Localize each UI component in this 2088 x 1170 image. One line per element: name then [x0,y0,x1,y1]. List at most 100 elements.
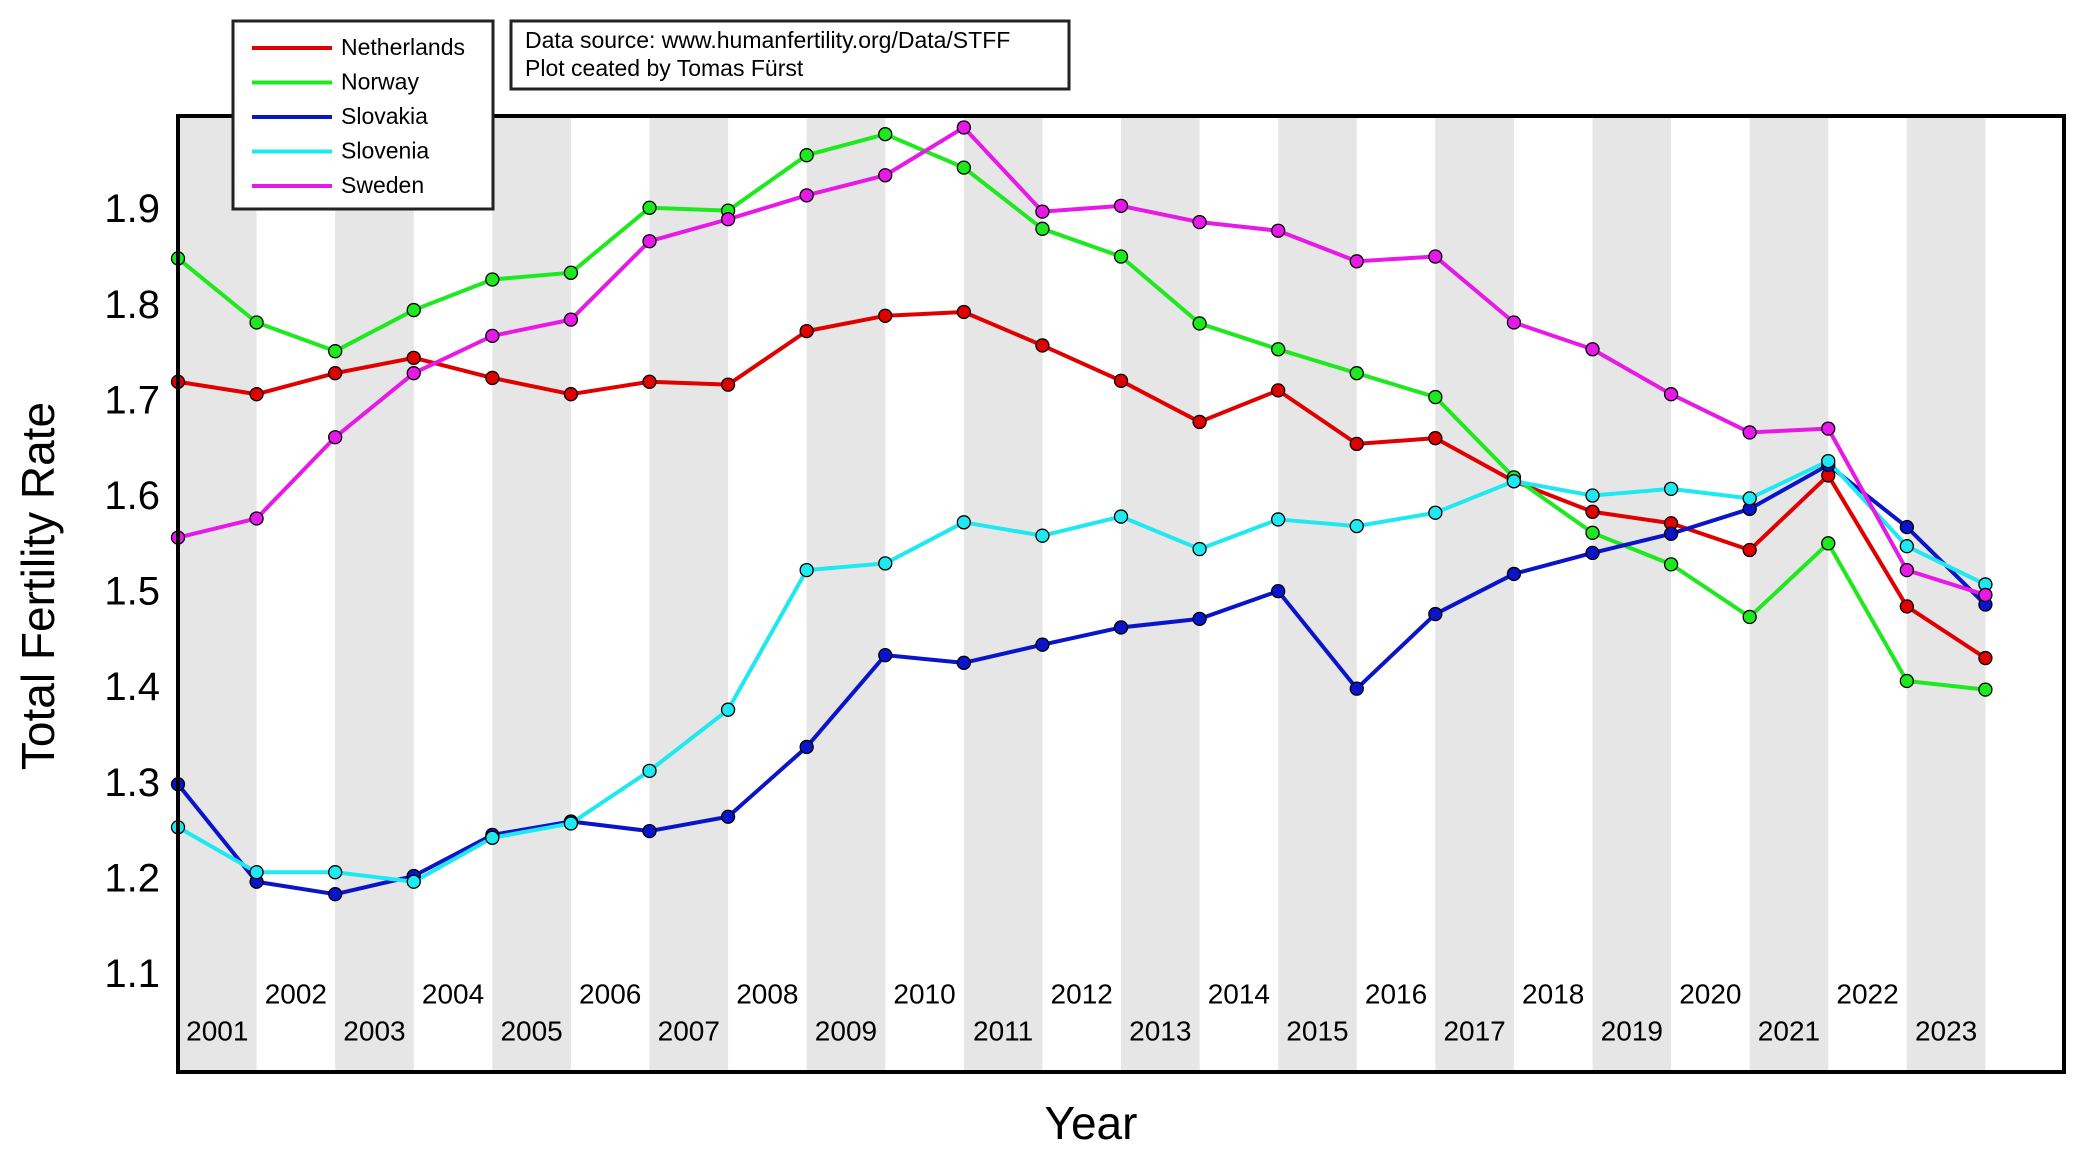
point [249,865,264,880]
x-tick-label: 2003 [343,1015,405,1046]
point [1349,681,1364,696]
point [1192,316,1207,331]
x-tick-label: 2014 [1208,978,1270,1009]
note: Data source: www.humanfertility.org/Data… [525,27,1010,53]
point [1428,505,1443,520]
point [328,887,343,902]
series-line [177,309,1987,660]
point [563,816,579,831]
point [1663,387,1679,402]
point [1428,431,1443,446]
point [1978,650,1993,666]
legend-entries: Netherlands Norway Slovakia Slovenia Sweden [252,34,465,198]
point [485,328,500,344]
x-tick-label: 2016 [1365,978,1427,1009]
point [642,234,657,249]
point [328,366,343,381]
point [878,556,893,571]
point [1742,425,1757,440]
legend-label: Norway [341,69,419,95]
point [1113,620,1129,635]
point [1663,557,1679,572]
point [1035,204,1050,219]
point [1585,504,1600,519]
point [1506,566,1522,582]
x-band [806,116,886,1072]
point [1271,342,1286,357]
point [1349,436,1364,452]
note: Plot ceated by Tomas Fürst [525,55,804,81]
point [642,374,657,389]
point [406,350,421,366]
point [249,387,264,402]
x-band [1749,116,1829,1072]
x-tick-label: 2002 [265,978,327,1009]
point [1113,509,1129,524]
point [1585,545,1600,561]
x-tick-label: 2007 [658,1015,720,1046]
legend-label: Netherlands [341,34,465,60]
x-band [1278,116,1357,1072]
series-line [176,462,1987,897]
y-tick-label: 1.5 [104,570,160,614]
point [1506,315,1522,330]
point [563,312,579,327]
series-line [177,459,1987,884]
x-tick-label: 2010 [893,978,955,1009]
point [878,127,893,142]
point [1899,562,1914,578]
point [1585,342,1600,357]
x-tick-label: 2009 [815,1015,877,1046]
point [1035,528,1050,543]
point [956,160,971,175]
x-tick-label: 2013 [1129,1015,1191,1046]
point [799,739,814,755]
x-tick-label: 2019 [1601,1015,1663,1046]
point [1271,512,1286,527]
point [1192,214,1207,230]
y-tick-label: 1.4 [104,665,160,709]
point [720,809,736,824]
point [799,562,814,578]
point [642,200,657,215]
point [1428,606,1443,622]
x-tick-label: 2005 [500,1015,562,1046]
x-tick-label: 2015 [1286,1015,1348,1046]
point [1742,609,1757,625]
point [1271,383,1286,398]
y-tick-label: 1.9 [104,187,160,231]
point [1742,491,1757,506]
x-tick-label: 2023 [1915,1015,1977,1046]
point [720,377,736,392]
point [1428,389,1443,405]
point [406,366,421,381]
point [1113,373,1129,388]
x-tick-label: 2020 [1679,978,1741,1009]
y-tick-label: 1.1 [104,952,160,996]
x-tick-label: 2021 [1758,1015,1820,1046]
point [1192,541,1207,557]
point [328,865,343,880]
point [1821,453,1836,469]
x-tick-label: 2004 [422,978,484,1009]
point [1899,599,1914,614]
bands [178,116,1986,1072]
x-band [649,116,729,1072]
point [878,308,893,323]
point [1349,366,1364,381]
point [1742,542,1757,558]
point [878,168,893,183]
x-tick-label: 2022 [1836,978,1898,1009]
point [485,830,500,845]
x-band [1121,116,1200,1072]
point [720,212,736,227]
series-line [176,132,1986,692]
point [1113,198,1129,214]
point [956,304,971,320]
y-tick-label: 1.3 [104,761,160,805]
point [720,702,736,717]
point [956,120,971,135]
point [1113,249,1129,264]
point [956,655,971,670]
source-box [509,19,1071,91]
